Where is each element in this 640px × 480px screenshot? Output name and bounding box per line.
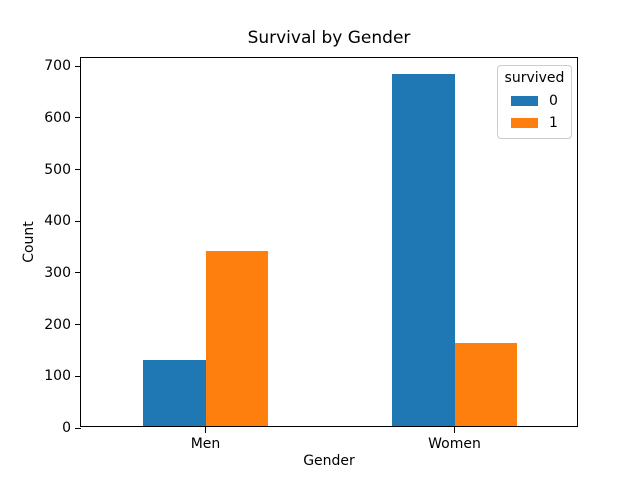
bar-men-survived-0 bbox=[143, 360, 206, 426]
x-tick-mark bbox=[205, 427, 206, 433]
bar-women-survived-1 bbox=[454, 342, 517, 426]
y-tick-label: 100 bbox=[44, 368, 71, 385]
y-tick-label: 500 bbox=[44, 161, 71, 178]
chart-title: Survival by Gender bbox=[247, 28, 411, 48]
legend-entry-label: 0 bbox=[549, 93, 558, 109]
y-tick-label: 0 bbox=[62, 420, 71, 436]
y-tick-mark bbox=[75, 169, 81, 171]
legend-swatch-series-0 bbox=[511, 96, 538, 106]
y-tick-label: 200 bbox=[44, 316, 71, 333]
legend-entry-label: 1 bbox=[549, 115, 558, 131]
y-tick-mark bbox=[75, 324, 81, 326]
y-tick-mark bbox=[75, 375, 81, 377]
legend-swatch-series-1 bbox=[511, 118, 538, 128]
legend-entry-1: 1 bbox=[504, 115, 565, 131]
bar-women-survived-0 bbox=[392, 73, 455, 426]
x-tick-label-men: Men bbox=[190, 436, 221, 452]
y-tick-mark bbox=[75, 65, 81, 67]
y-tick-label: 300 bbox=[44, 264, 71, 281]
bar-men-survived-1 bbox=[205, 250, 268, 426]
y-tick-mark bbox=[75, 427, 81, 429]
plot-area: 0 100 200 300 400 500 600 700 Men Women bbox=[44, 57, 578, 452]
y-tick-mark bbox=[75, 117, 81, 119]
legend-title: survived bbox=[504, 70, 565, 86]
x-tick-label-women: Women bbox=[428, 436, 481, 452]
y-tick-mark bbox=[75, 272, 81, 274]
x-tick-mark bbox=[454, 427, 455, 433]
y-tick-label: 700 bbox=[44, 58, 71, 75]
y-tick-label: 600 bbox=[44, 109, 71, 126]
x-axis-label: Gender bbox=[303, 453, 355, 469]
legend: survived 0 1 bbox=[497, 65, 572, 139]
y-tick-label: 400 bbox=[44, 213, 71, 230]
y-tick-mark bbox=[75, 220, 81, 222]
legend-entry-0: 0 bbox=[504, 93, 565, 109]
